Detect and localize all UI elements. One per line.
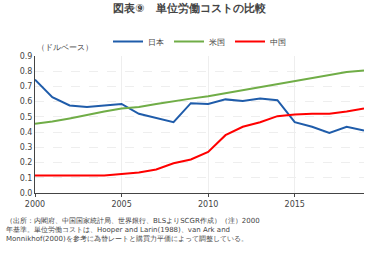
svg-text:0.8: 0.8 (20, 67, 33, 76)
svg-text:2010: 2010 (198, 200, 218, 209)
svg-text:（出所：内閣府、中国国家統計局、世界銀行、BLSよりSCGR: （出所：内閣府、中国国家統計局、世界銀行、BLSよりSCGR作成）（注）2000… (6, 217, 260, 243)
svg-text:0.0: 0.0 (20, 189, 33, 198)
svg-text:0.7: 0.7 (20, 82, 33, 91)
svg-text:2000: 2000 (25, 200, 45, 209)
svg-text:0.6: 0.6 (20, 97, 33, 106)
svg-text:米国: 米国 (209, 38, 225, 47)
svg-text:2005: 2005 (111, 200, 131, 209)
svg-text:0.5: 0.5 (20, 113, 33, 122)
svg-text:0.2: 0.2 (20, 158, 33, 167)
svg-text:（ドルベース）: （ドルベース） (37, 43, 93, 52)
svg-text:0.3: 0.3 (20, 143, 33, 152)
svg-text:2015: 2015 (285, 200, 305, 209)
svg-text:0.1: 0.1 (20, 174, 33, 183)
svg-text:0.4: 0.4 (20, 128, 33, 137)
svg-text:中国: 中国 (270, 38, 286, 47)
svg-text:0.9: 0.9 (20, 52, 33, 61)
svg-text:図表⑨ 単位労働コストの比較: 図表⑨ 単位労働コストの比較 (113, 2, 266, 15)
svg-text:日本: 日本 (148, 38, 164, 47)
